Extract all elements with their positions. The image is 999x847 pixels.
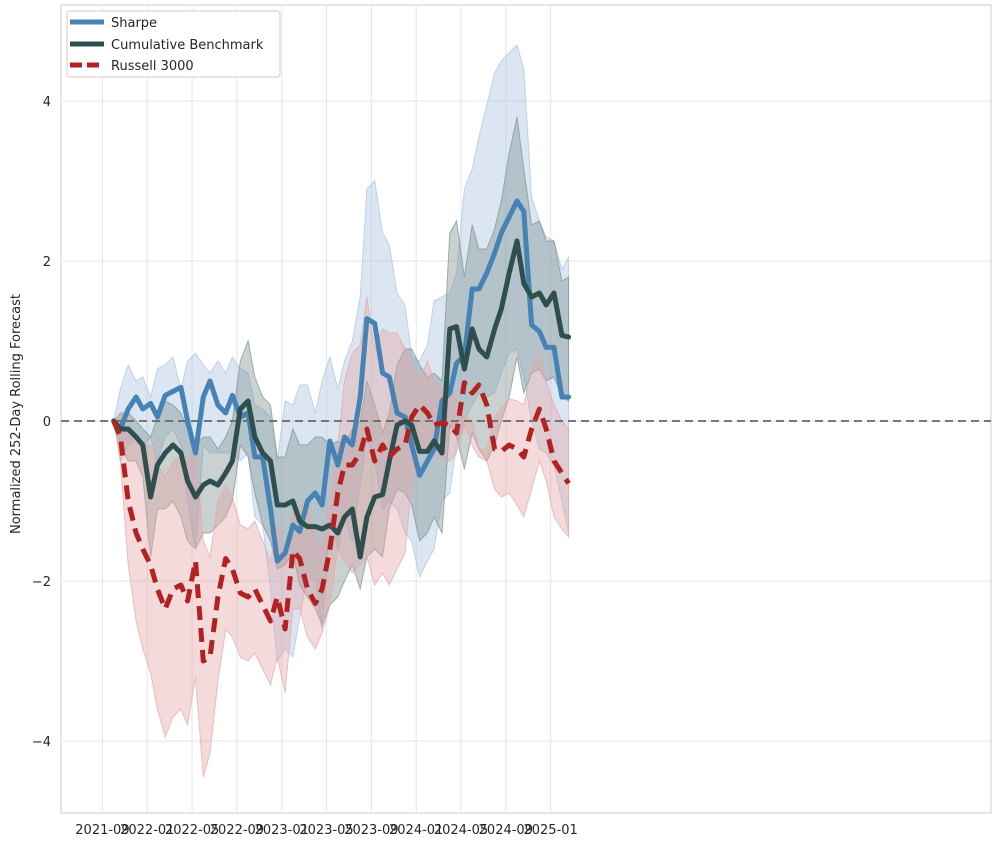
- sharpe-line: [111, 198, 572, 564]
- y-tick-label: −4: [32, 735, 51, 750]
- x-tick-label: 2024-09: [479, 823, 533, 838]
- x-tick-label: 2022-05: [165, 823, 219, 838]
- y-axis-ticks: −4 −2 0 2 4: [32, 95, 51, 750]
- x-tick-label: 2021-09: [75, 823, 129, 838]
- y-axis-title: Normalized 252-Day Rolling Forecast: [9, 294, 24, 534]
- y-tick-label: −2: [32, 575, 51, 590]
- x-tick-label: 2023-01: [255, 823, 309, 838]
- russell-3000-line: [111, 380, 571, 664]
- x-tick-label: 2023-09: [344, 823, 398, 838]
- legend-box: [66, 10, 281, 78]
- x-tick-label: 2025-01: [523, 823, 577, 838]
- legend: Sharpe Cumulative Benchmark Russell 3000: [66, 10, 281, 78]
- x-tick-label: 2024-01: [389, 823, 443, 838]
- x-axis-ticks: 2021-092022-012022-052022-092023-012023-…: [75, 823, 578, 838]
- x-tick-label: 2022-09: [210, 823, 264, 838]
- plot-area: [60, 4, 992, 814]
- x-tick-label: 2023-05: [299, 823, 353, 838]
- x-tick-label: 2022-01: [120, 823, 174, 838]
- legend-label-sharpe: Sharpe: [111, 16, 157, 31]
- y-tick-label: 4: [43, 95, 51, 110]
- x-tick-label: 2024-05: [434, 823, 488, 838]
- y-tick-label: 2: [43, 255, 51, 270]
- series-lines: [111, 198, 572, 664]
- legend-label-russell-3000: Russell 3000: [111, 59, 194, 74]
- legend-label-cumulative-benchmark: Cumulative Benchmark: [111, 38, 264, 53]
- cumulative-benchmark-line: [111, 238, 572, 560]
- y-tick-label: 0: [43, 415, 51, 430]
